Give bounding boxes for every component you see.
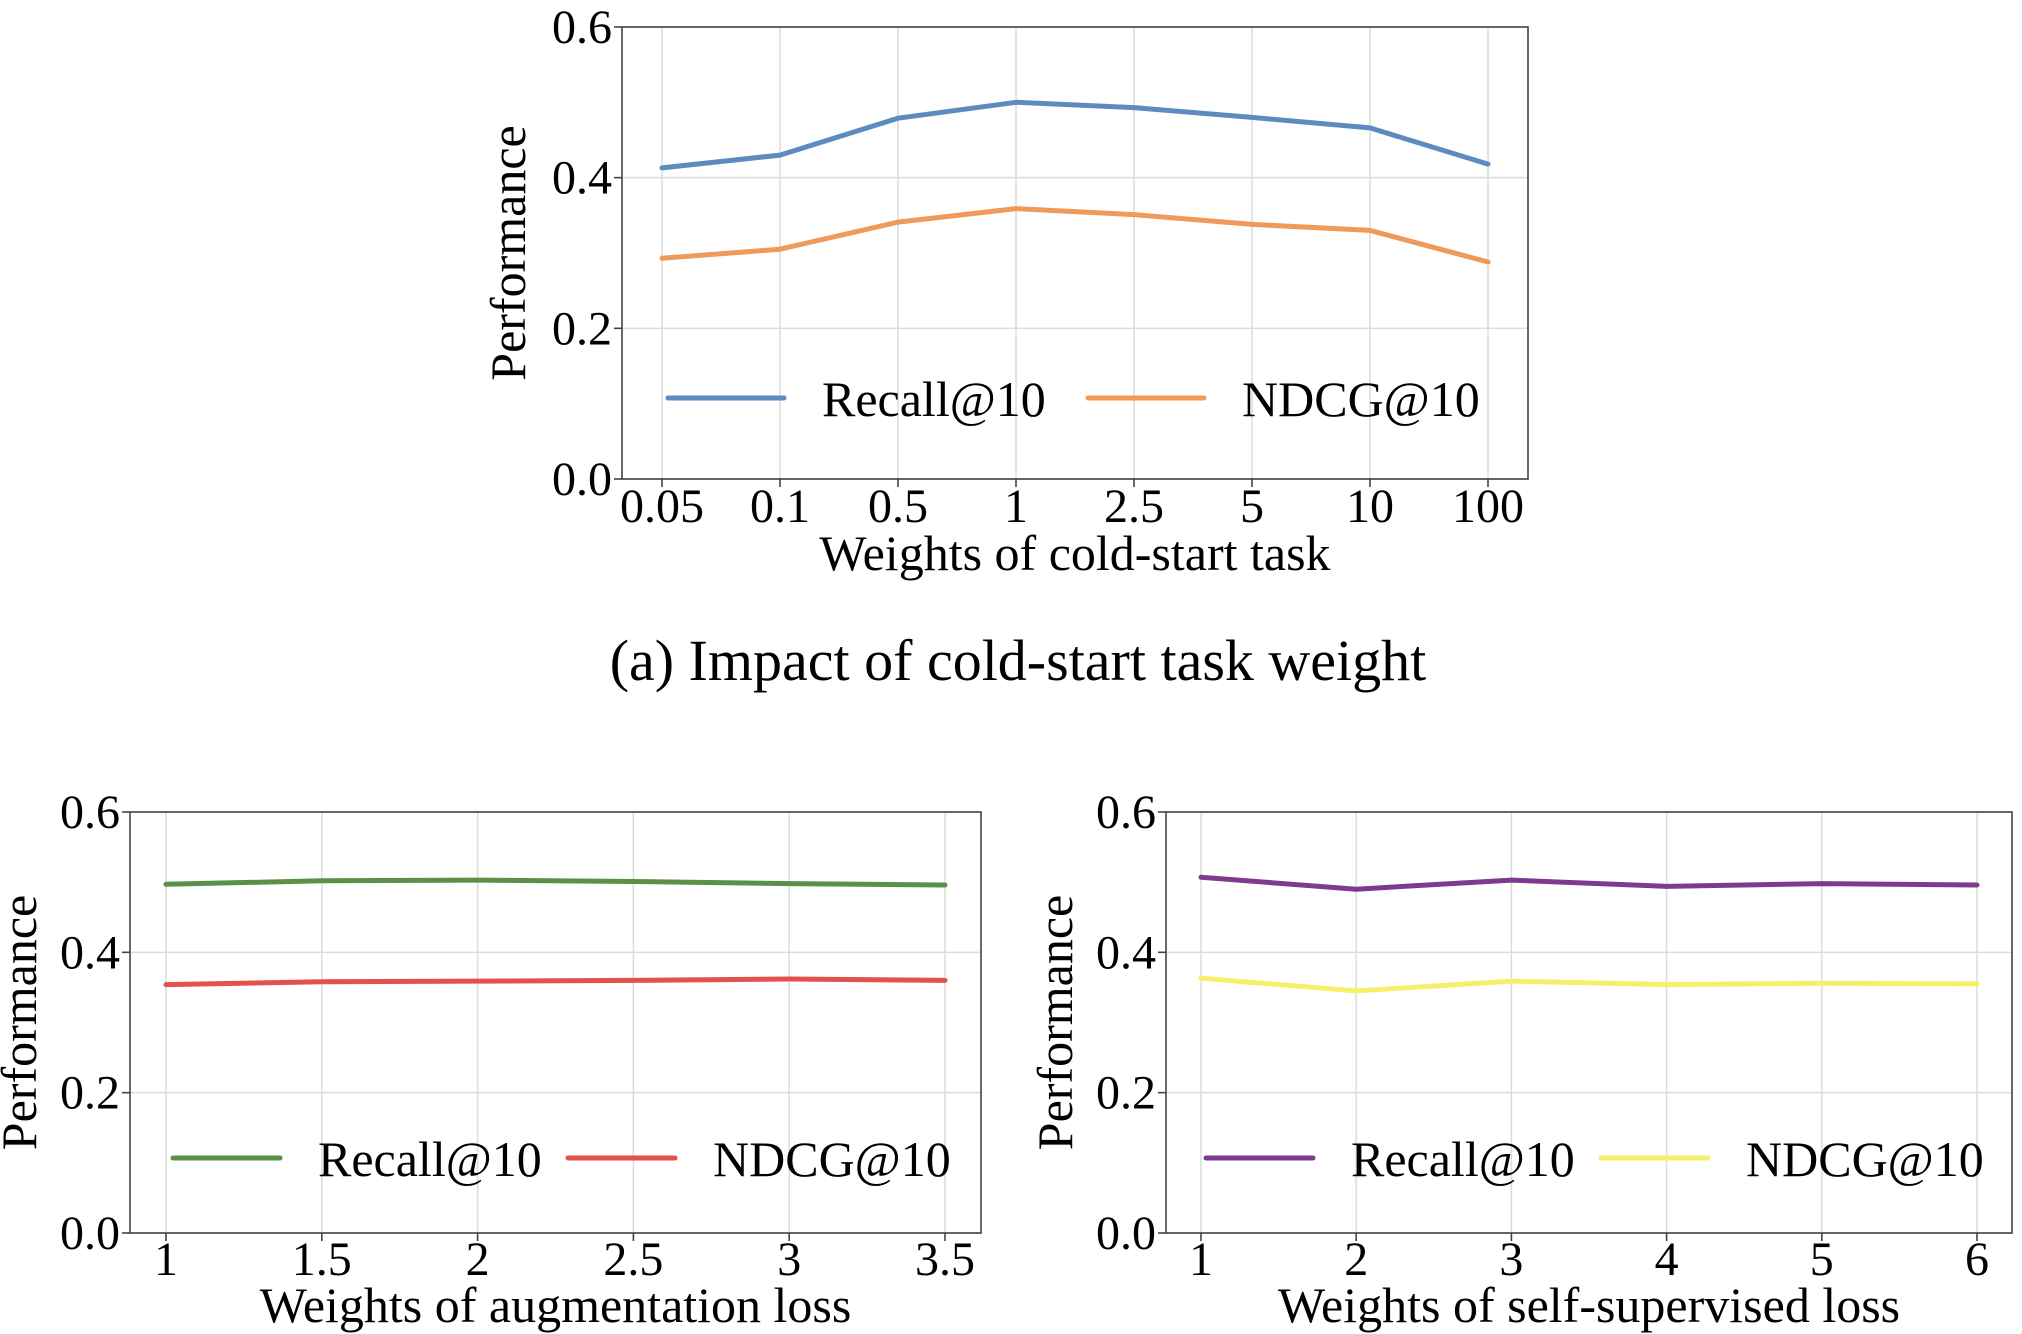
data-point <box>895 115 901 121</box>
data-point <box>163 882 169 887</box>
data-point <box>1819 881 1825 886</box>
chart-augmentation-loss: 0.0 0.2 0.4 0.6 1 1.5 2 2.5 3 3.5 Weights of augme… <box>0 786 982 1333</box>
data-point <box>895 219 901 225</box>
data-point <box>1509 877 1514 883</box>
x-tick-label: 5 <box>1240 480 1264 533</box>
data-point <box>475 978 480 984</box>
data-point <box>631 978 636 983</box>
series-line-ndcg <box>1198 975 1980 994</box>
data-point <box>942 882 948 888</box>
y-axis-label: Performance <box>480 125 536 380</box>
data-point <box>942 978 948 983</box>
x-tick-label: 2.5 <box>1104 480 1164 533</box>
series-line-recall <box>659 99 1491 171</box>
y-tick-label: 0.4 <box>552 152 612 205</box>
x-tick-label: 100 <box>1452 480 1524 533</box>
series-line-ndcg <box>659 206 1491 265</box>
y-tick-label: 0.2 <box>60 1067 120 1120</box>
x-tick-label: 10 <box>1346 480 1394 533</box>
x-tick-label: 3.5 <box>915 1233 975 1286</box>
data-point <box>1354 886 1359 892</box>
data-point <box>1974 882 1980 888</box>
x-tick-label: 0.5 <box>868 480 928 533</box>
series-line-recall <box>163 877 948 888</box>
data-point <box>1198 875 1204 880</box>
x-tick-label: 1 <box>1004 480 1028 533</box>
chart-cold-start-weight: 0.0 0.2 0.4 0.6 0.05 0.1 0.5 1 2.5 5 10 100 Weights … <box>480 1 1529 581</box>
data-point <box>1354 988 1359 994</box>
x-tick-label: 3 <box>777 1233 801 1286</box>
y-tick-label: 0.6 <box>552 1 612 54</box>
data-point <box>1367 228 1373 233</box>
x-tick-label: 6 <box>1965 1233 1989 1286</box>
x-axis-label: Weights of self-supervised loss <box>1278 1277 1900 1333</box>
data-point <box>777 152 783 158</box>
data-point <box>1131 212 1137 217</box>
chart-self-supervised-loss: 0.0 0.2 0.4 0.6 1 2 3 4 5 6 Weights of self-superv… <box>1027 786 2013 1333</box>
x-tick-label: 2 <box>1344 1233 1368 1286</box>
y-tick-label: 0.2 <box>552 302 612 355</box>
data-point <box>787 976 792 982</box>
data-point <box>1664 884 1669 889</box>
data-point <box>1013 100 1019 105</box>
y-tick-label: 0.0 <box>552 453 612 506</box>
y-tick-label: 0.4 <box>1096 926 1156 979</box>
data-point <box>631 879 636 884</box>
subfigure-caption: (a) Impact of cold-start task weight <box>610 628 1427 693</box>
legend-label: NDCG@10 <box>1242 371 1480 427</box>
x-tick-label: 1 <box>154 1233 178 1286</box>
series-line-ndcg <box>163 976 948 988</box>
y-tick-label: 0.2 <box>1096 1067 1156 1120</box>
data-point <box>1485 259 1491 265</box>
legend-label: Recall@10 <box>822 371 1046 427</box>
x-axis-label: Weights of cold-start task <box>819 525 1330 581</box>
data-point <box>1013 206 1019 211</box>
y-tick-label: 0.0 <box>1096 1207 1156 1260</box>
data-point <box>1664 982 1669 987</box>
data-point <box>1131 105 1137 110</box>
data-point <box>1819 981 1825 986</box>
x-tick-label: 0.05 <box>620 480 704 533</box>
plot-frame <box>621 26 1529 480</box>
y-axis-label: Performance <box>0 895 47 1150</box>
legend-label: NDCG@10 <box>713 1131 951 1187</box>
series-line-recall <box>1198 874 1980 892</box>
data-point <box>659 165 665 171</box>
data-point <box>1485 161 1491 167</box>
x-tick-label: 5 <box>1810 1233 1834 1286</box>
legend-label: NDCG@10 <box>1746 1131 1984 1187</box>
legend-label: Recall@10 <box>318 1131 542 1187</box>
data-point <box>163 982 169 987</box>
plot-frame <box>129 811 982 1234</box>
y-tick-label: 0.6 <box>1096 786 1156 839</box>
data-point <box>1509 978 1514 984</box>
x-tick-label: 0.1 <box>750 480 810 533</box>
data-point <box>1249 115 1255 120</box>
data-point <box>1367 125 1373 131</box>
data-point <box>319 878 324 883</box>
x-tick-label: 2 <box>466 1233 490 1286</box>
x-tick-label: 1 <box>1189 1233 1213 1286</box>
data-point <box>777 247 783 252</box>
y-tick-label: 0.6 <box>60 786 120 839</box>
x-tick-label: 4 <box>1655 1233 1679 1286</box>
data-point <box>1249 222 1255 227</box>
data-point <box>659 256 665 261</box>
legend-label: Recall@10 <box>1351 1131 1575 1187</box>
y-tick-label: 0.4 <box>60 926 120 979</box>
data-point <box>475 877 480 883</box>
data-point <box>1198 976 1204 981</box>
x-tick-label: 1.5 <box>292 1233 352 1286</box>
y-tick-label: 0.0 <box>60 1207 120 1260</box>
x-axis-label: Weights of augmentation loss <box>260 1277 852 1333</box>
data-point <box>319 979 324 985</box>
data-point <box>787 881 792 886</box>
y-axis-label: Performance <box>1027 895 1083 1150</box>
x-tick-label: 3 <box>1499 1233 1523 1286</box>
data-point <box>1974 981 1980 987</box>
plot-frame <box>1165 811 2013 1234</box>
x-tick-label: 2.5 <box>603 1233 663 1286</box>
